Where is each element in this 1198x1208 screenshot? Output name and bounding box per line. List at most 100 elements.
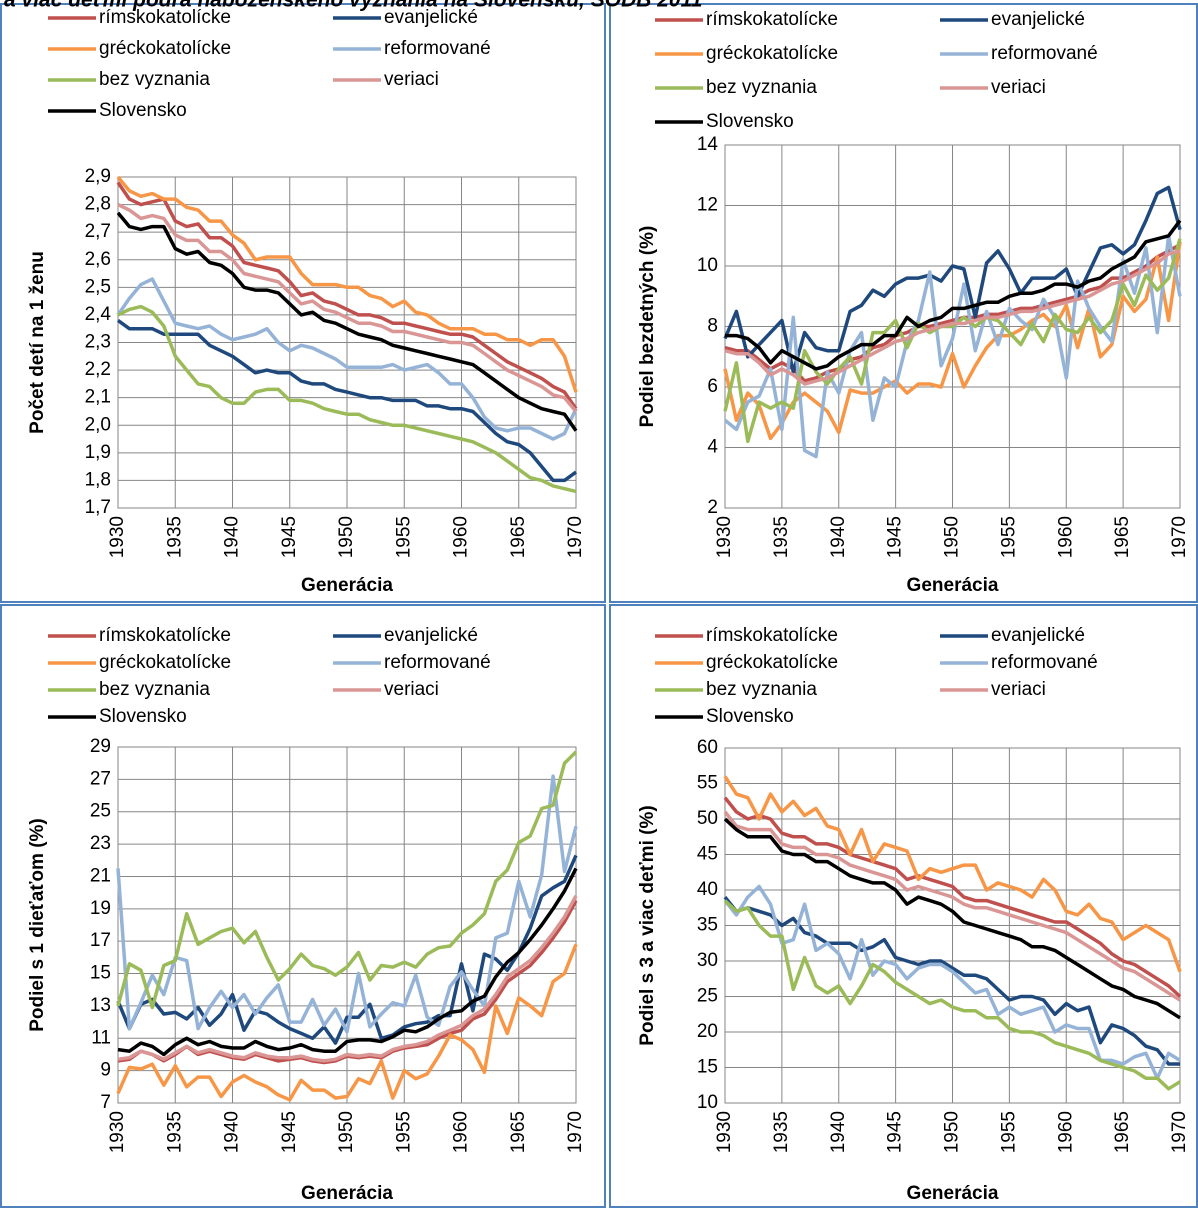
legend-label: veriaci [384,69,439,90]
y-tick-label: 4 [707,437,718,458]
series-line [116,774,578,1034]
y-tick-label: 50 [697,808,718,829]
legend-label: rímskokatolícke [99,625,231,646]
legend-label: Slovensko [706,111,794,132]
y-tick-label: 2,1 [85,387,111,408]
y-tick-label: 20 [697,1021,718,1042]
x-tick-label: 1960 [1055,1111,1076,1153]
x-tick-label: 1970 [565,516,586,558]
x-tick-label: 1965 [1112,516,1133,558]
x-axis-label: Generácia [907,1183,999,1204]
series-line [116,175,578,393]
series-line [723,796,1182,998]
legend-label: bez vyznania [99,69,210,90]
series-line [116,277,578,441]
legend-label: evanjelické [384,625,478,646]
series-line [117,867,578,1057]
series-line [117,203,578,413]
y-tick-label: 40 [697,879,718,900]
x-tick-label: 1950 [942,1111,963,1153]
y-tick-label: 60 [697,737,718,758]
series-line [723,817,1181,1020]
plot-area [117,746,577,1104]
y-axis-label: Podiel s 1 dieťaťom (%) [27,818,48,1032]
legend-label: bez vyznania [99,679,210,700]
series-line [117,895,578,1063]
series-line [725,219,1182,371]
y-tick-label: 2,2 [85,359,111,380]
x-tick-label: 1935 [164,1111,185,1153]
legend-label: gréckokatolícke [706,43,838,64]
series-line [116,181,578,410]
x-tick-label: 1965 [508,516,529,558]
y-tick-label: 2,4 [85,304,112,325]
plot-area [724,747,1181,1104]
y-tick-label: 27 [90,768,111,789]
x-tick-label: 1940 [828,516,849,558]
series-line [116,318,578,483]
panel-border [609,604,1198,1208]
legend-label: rímskokatolícke [706,625,838,646]
x-tick-label: 1960 [1055,516,1076,558]
x-tick-label: 1930 [107,516,128,558]
x-tick-label: 1945 [885,1111,906,1153]
x-tick-label: 1930 [714,1111,735,1153]
x-tick-label: 1935 [164,516,185,558]
legend-label: gréckokatolícke [99,38,231,59]
x-axis-label: Generácia [301,575,393,596]
x-tick-label: 1940 [828,1111,849,1153]
y-tick-label: 10 [697,255,718,276]
y-tick-label: 13 [90,995,111,1016]
legend-label: bez vyznania [706,77,817,98]
series-line [723,896,1180,1066]
y-tick-label: 7 [100,1092,111,1113]
legend-label: bez vyznania [706,679,817,700]
y-axis-label: Podiel bezdetných (%) [637,226,658,428]
y-tick-label: 1,7 [85,497,111,518]
x-tick-label: 1950 [336,516,357,558]
series-line [723,810,1181,1002]
legend-label: veriaci [991,679,1046,700]
y-tick-label: 1,9 [85,442,111,463]
x-tick-label: 1970 [1169,516,1190,558]
x-tick-label: 1960 [451,516,472,558]
x-tick-label: 1930 [107,1111,128,1153]
x-tick-label: 1935 [771,1111,792,1153]
x-tick-label: 1955 [998,1111,1019,1153]
legend-label: evanjelické [384,7,478,28]
x-axis-label: Generácia [301,1183,393,1204]
legend-label: evanjelické [991,625,1085,646]
x-tick-label: 1970 [565,1111,586,1153]
y-tick-label: 9 [100,1060,111,1081]
y-tick-label: 25 [697,986,718,1007]
y-tick-label: 2,6 [85,249,111,270]
x-tick-label: 1940 [222,1111,243,1153]
series-line [723,185,1182,374]
y-tick-label: 15 [697,1057,718,1078]
x-tick-label: 1955 [393,516,414,558]
plot-area [117,176,577,509]
panel-border [0,604,606,1208]
y-tick-label: 2,5 [85,276,111,297]
legend-label: rímskokatolícke [99,7,231,28]
y-tick-label: 12 [697,195,718,216]
x-tick-label: 1935 [771,516,792,558]
legend-label: evanjelické [991,9,1085,30]
legend-label: reformované [991,43,1098,64]
legend-label: reformované [384,38,491,59]
y-tick-label: 2,7 [85,221,111,242]
y-tick-label: 19 [90,898,111,919]
series-line [116,750,578,1010]
legend-label: reformované [991,652,1098,673]
series-line [723,899,1181,1091]
y-tick-label: 2,8 [85,194,111,215]
y-tick-label: 11 [91,1027,111,1048]
y-axis-label: Počet detí na 1 ženu [27,251,48,434]
legend-label: veriaci [991,77,1046,98]
panel-border [0,3,606,603]
x-axis-label: Generácia [907,575,999,596]
plot-area [724,144,1181,509]
y-tick-label: 45 [697,844,718,865]
